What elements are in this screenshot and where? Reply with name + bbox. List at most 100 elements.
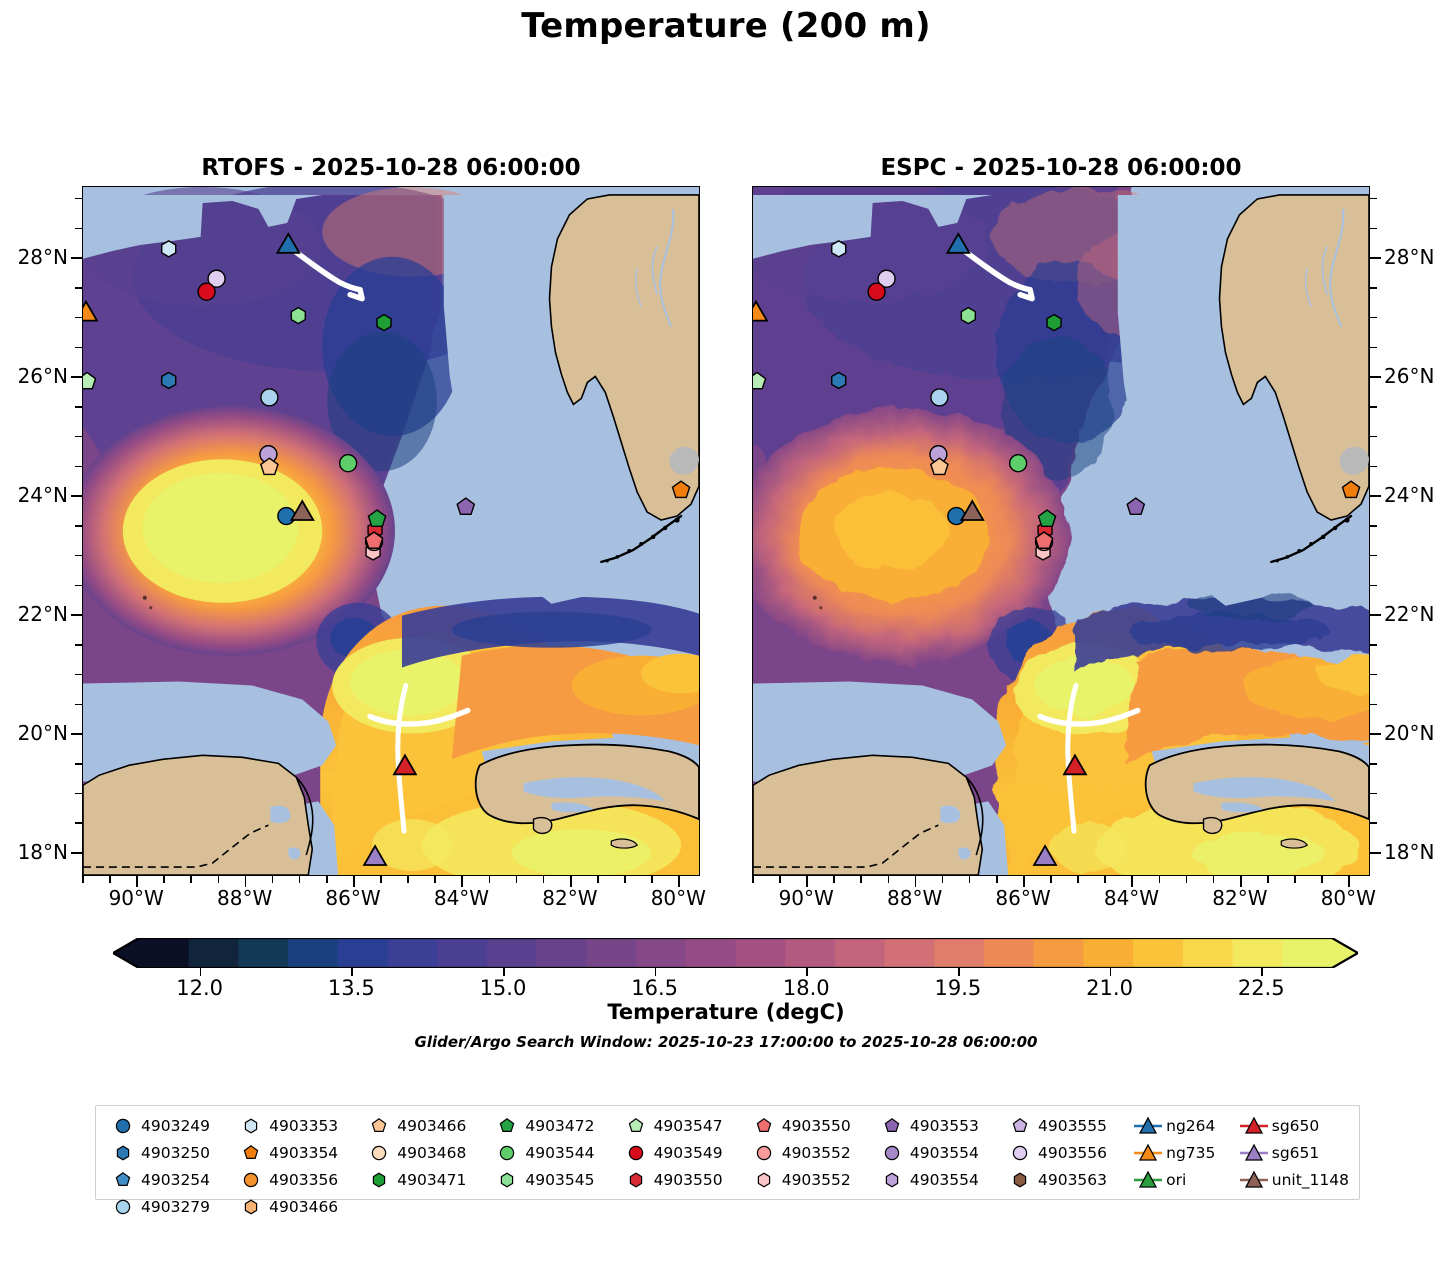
x-tick-label: 88°W [887, 886, 943, 910]
legend-item[interactable]: 4903556 [1005, 1142, 1133, 1164]
legend-item-label: 4903563 [1037, 1171, 1108, 1189]
legend-marker-swatch [236, 1116, 266, 1136]
y-tick [75, 644, 82, 646]
legend-marker-swatch [1133, 1170, 1163, 1190]
legend-column: 4903249 4903250 4903254 4903279 [108, 1115, 236, 1218]
colorbar-tick-label: 13.5 [327, 976, 375, 1000]
y-tick-label: 24°N [17, 483, 68, 508]
y-tick [1370, 346, 1377, 349]
circle-icon [243, 1172, 259, 1188]
y-tick [75, 406, 82, 408]
y-tick [75, 465, 82, 468]
y-tick [75, 822, 82, 825]
x-tick-label: 82°W [1212, 886, 1268, 910]
legend-item-label: 4903466 [269, 1198, 339, 1216]
legend-item[interactable]: ori [1133, 1169, 1239, 1191]
legend-marker-swatch [236, 1197, 266, 1217]
y-tick [75, 584, 82, 587]
legend-item[interactable]: 4903353 [236, 1115, 364, 1137]
legend-column: 4903466 4903468 4903471 [364, 1115, 492, 1218]
y-tick-label: 24°N [1384, 483, 1435, 508]
legend-item[interactable]: 4903552 [749, 1142, 877, 1164]
y-tick [75, 287, 82, 289]
x-tick-label: 80°W [1320, 886, 1376, 910]
legend-marker-swatch [1133, 1116, 1163, 1136]
y-tick [71, 495, 82, 498]
hexagon-icon [501, 1172, 514, 1188]
page-title: Temperature (200 m) [521, 6, 931, 46]
legend[interactable]: 4903249 4903250 4903254 4903279 4903353 49033… [95, 1105, 1360, 1216]
colorbar-tick [1109, 968, 1112, 976]
search-window-caption: Glider/Argo Search Window: 2025-10-23 17… [414, 1033, 1038, 1051]
x-tick [806, 876, 808, 887]
legend-item-label: sg650 [1271, 1117, 1320, 1135]
legend-item-label: 4903466 [397, 1117, 467, 1135]
pentagon-icon [628, 1118, 643, 1132]
legend-item[interactable]: 4903547 [621, 1115, 749, 1137]
legend-item[interactable]: 4903250 [108, 1142, 236, 1164]
legend-item[interactable]: 4903553 [877, 1115, 1005, 1137]
legend-item[interactable]: 4903554 [877, 1169, 1005, 1191]
hexagon-icon [116, 1145, 130, 1161]
legend-item[interactable]: 4903472 [492, 1115, 620, 1137]
circle-icon [372, 1145, 387, 1161]
legend-item-label: 4903553 [909, 1117, 979, 1135]
legend-item[interactable]: 4903356 [236, 1169, 364, 1191]
legend-item[interactable]: 4903555 [1005, 1115, 1133, 1137]
legend-item[interactable]: 4903279 [108, 1196, 236, 1218]
legend-item[interactable]: sg650 [1239, 1115, 1349, 1137]
legend-item[interactable]: 4903354 [236, 1142, 364, 1164]
legend-item[interactable]: 4903554 [877, 1142, 1005, 1164]
legend-item[interactable]: ng735 [1133, 1142, 1239, 1164]
pentagon-icon [115, 1172, 131, 1186]
x-tick [651, 876, 653, 883]
colorbar-tick-label: 21.0 [1086, 976, 1133, 1000]
y-tick-label: 26°N [17, 364, 68, 389]
x-tick [380, 876, 382, 883]
legend-marker-swatch [877, 1170, 907, 1190]
legend-marker-swatch [877, 1143, 907, 1163]
x-tick [752, 876, 754, 883]
triangle-icon [1134, 1170, 1163, 1188]
colorbar-label: Temperature (degC) [607, 1000, 845, 1024]
legend-item[interactable]: 4903466 [364, 1115, 492, 1137]
triangle-icon [1239, 1170, 1268, 1188]
legend-item[interactable]: 4903471 [364, 1169, 492, 1191]
legend-marker-swatch [492, 1170, 522, 1190]
x-tick [1239, 876, 1242, 887]
legend-item-label: sg651 [1271, 1144, 1320, 1162]
legend-item[interactable]: sg651 [1239, 1142, 1349, 1164]
x-tick [325, 876, 328, 883]
x-tick [542, 876, 545, 883]
y-tick-label: 28°N [17, 245, 68, 270]
y-tick [1370, 287, 1377, 289]
legend-item[interactable]: 4903550 [621, 1169, 749, 1191]
x-tick-label: 88°W [217, 886, 273, 910]
x-tick [1348, 876, 1351, 887]
legend-item[interactable]: 4903545 [492, 1169, 620, 1191]
legend-item[interactable]: 4903549 [621, 1142, 749, 1164]
map-panel-rtofs[interactable] [82, 186, 700, 876]
panel-title-espc: ESPC - 2025-10-28 06:00:00 [880, 155, 1242, 181]
legend-item[interactable]: 4903466 [236, 1196, 364, 1218]
legend-item[interactable]: 4903550 [749, 1115, 877, 1137]
x-tick [515, 876, 518, 883]
legend-item[interactable]: ng264 [1133, 1115, 1239, 1137]
y-tick [1370, 852, 1381, 854]
colorbar-tick-label: 16.5 [631, 976, 678, 1000]
legend-item[interactable]: unit_1148 [1239, 1169, 1349, 1191]
legend-item[interactable]: 4903468 [364, 1142, 492, 1164]
legend-item[interactable]: 4903249 [108, 1115, 236, 1137]
x-tick [407, 876, 409, 883]
legend-item[interactable]: 4903563 [1005, 1169, 1133, 1191]
x-tick [1023, 876, 1025, 887]
legend-item[interactable]: 4903254 [108, 1169, 236, 1191]
map-panel-espc[interactable] [752, 186, 1370, 876]
y-tick [75, 227, 82, 230]
x-tick [860, 876, 862, 883]
legend-item[interactable]: 4903544 [492, 1142, 620, 1164]
x-tick [1185, 876, 1188, 883]
legend-item[interactable]: 4903552 [749, 1169, 877, 1191]
colorbar-tick-label: 12.0 [176, 976, 224, 1000]
colorbar-tick [806, 968, 808, 976]
